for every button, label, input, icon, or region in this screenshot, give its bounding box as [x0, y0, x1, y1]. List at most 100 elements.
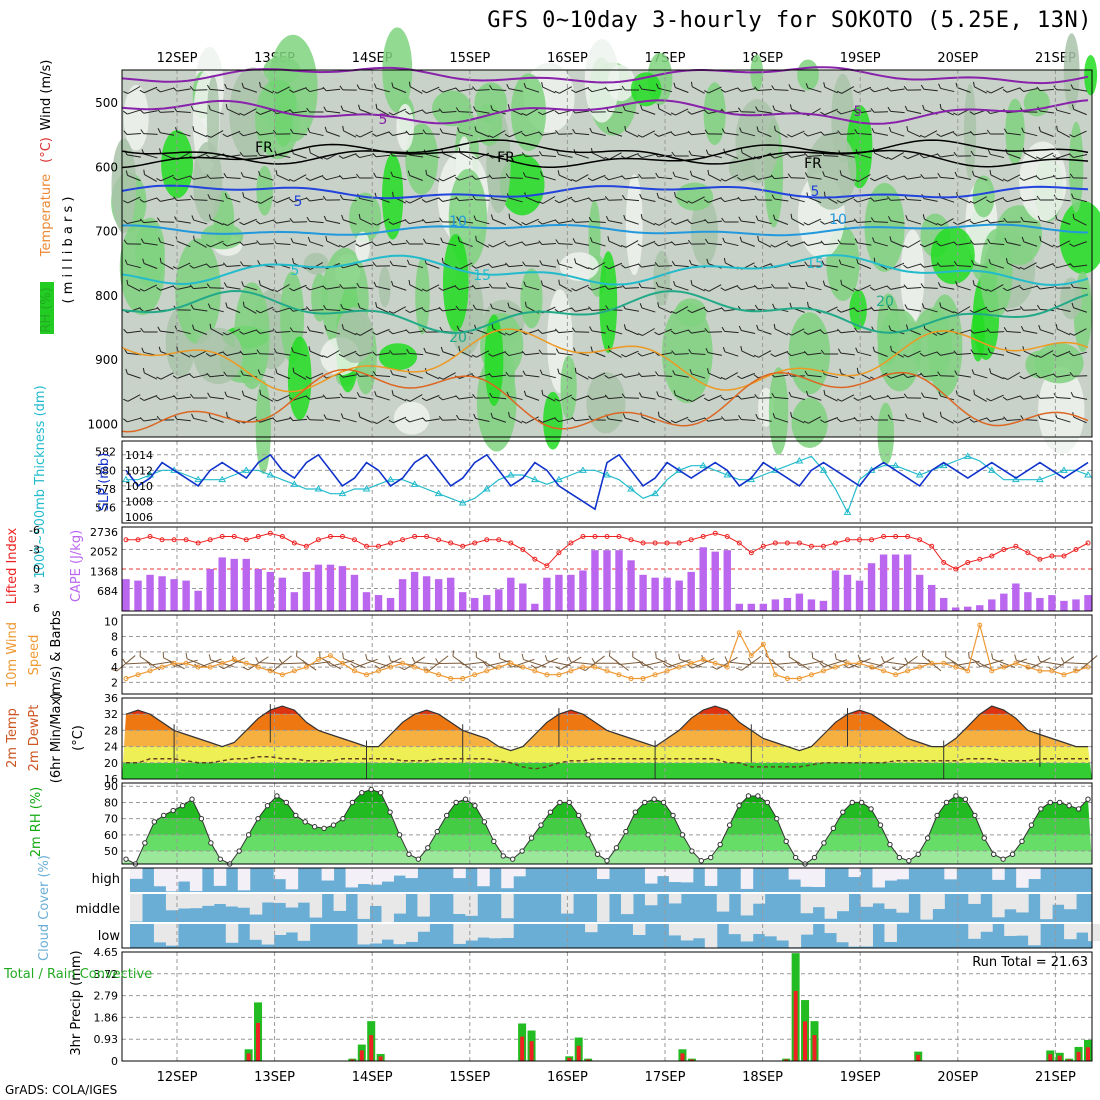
wind-barb-staff [475, 176, 490, 180]
wind-barb [522, 172, 540, 180]
wind-barb-flag [139, 109, 145, 114]
wind-barb [1069, 130, 1087, 138]
contour-label: 5 [294, 194, 303, 210]
wind-barb-staff [209, 177, 225, 179]
contour-line [121, 184, 1089, 200]
wind-barb [738, 216, 756, 224]
wind-barb-flag [903, 175, 908, 180]
wind-barb-flag [753, 374, 759, 379]
wind-barb-staff [193, 350, 207, 358]
wind-barb-staff [625, 240, 639, 248]
wind-barb-staff [193, 308, 208, 312]
wind-barb-flag [772, 105, 776, 111]
wind-barb [771, 85, 789, 91]
wind-barb-staff [210, 264, 224, 268]
wind-barb [374, 391, 390, 401]
wind-barb-staff [592, 174, 606, 182]
cape-bar [891, 554, 900, 611]
wind-barb-flag [439, 128, 443, 134]
wind-barb-flag [289, 307, 294, 312]
wind-barb-flag [756, 324, 759, 330]
wind-speed-marker [231, 656, 237, 662]
lifted-index-marker [580, 534, 586, 539]
wind-barb-staff [1040, 418, 1054, 422]
wind-barb-staff [127, 284, 141, 292]
rh-patch [703, 82, 726, 146]
wind-barb-flag [955, 281, 958, 287]
wind-barb-staff [293, 284, 307, 292]
wind-barb-staff [841, 284, 855, 292]
wind-barb [422, 327, 440, 333]
wind-barb [820, 417, 838, 423]
wind-barb-flag [1039, 235, 1042, 242]
wind-barb [455, 87, 473, 92]
cloud-clear-block [225, 924, 239, 943]
rh-marker [396, 832, 403, 838]
wind-barb-flag [156, 88, 161, 93]
rh-marker [179, 802, 186, 809]
cloud-clear-block [668, 924, 682, 936]
lifted-index-marker [448, 540, 454, 546]
wind-barb [456, 216, 474, 224]
wind-barb-staff [956, 265, 972, 267]
wind-barb [278, 658, 307, 665]
wind-barb-staff [923, 287, 938, 289]
wind-barb-staff [1056, 153, 1071, 159]
wind-barb-flag [438, 287, 444, 291]
wind-barb-flag [388, 240, 394, 246]
wind-barb [604, 394, 623, 400]
wind-speed-marker [772, 672, 778, 678]
wind-barb [305, 262, 323, 270]
wind-barb-flag [123, 91, 129, 94]
wind-barb-flag [206, 174, 211, 179]
wind-barb-staff [641, 109, 656, 115]
wind-barb-flag [1069, 153, 1074, 158]
wind-barb-flag [421, 417, 427, 422]
wind-barb-staff [293, 395, 307, 401]
wind-barb [721, 128, 739, 136]
wind-barb-flag [856, 367, 859, 373]
wind-barb-staff [542, 264, 556, 268]
precip-conv-bar [812, 1035, 817, 1061]
date-label-top: 16SEP [547, 51, 588, 66]
wind-barb-staff [508, 241, 523, 247]
wind-barb-flag [472, 195, 477, 201]
cloud-clear-block [824, 924, 838, 934]
cloud-row-label: high [92, 872, 120, 887]
wind-barb-staff [642, 218, 656, 226]
wind-barb-staff [824, 219, 839, 225]
wind-barb-staff [376, 416, 390, 424]
cloud-clear-block [812, 894, 826, 908]
wind-barb [372, 241, 390, 247]
precip-conv-bar [1048, 1054, 1053, 1061]
wind-barb [157, 128, 175, 136]
wind-barb-flag [953, 132, 958, 137]
wind-barb-flag [605, 215, 609, 221]
thickness-marker [482, 485, 491, 492]
wind-barb-staff [940, 306, 955, 314]
wind-barb-staff [226, 352, 241, 356]
wind-barb-staff [1056, 374, 1071, 378]
wind-barb-flag [555, 239, 560, 244]
thickness-marker [530, 475, 539, 483]
wind-barb [1019, 372, 1038, 380]
wind-barb-flag [1002, 287, 1008, 292]
wind-barb-flag [223, 371, 228, 377]
wind-barb [222, 351, 241, 356]
wind-barb-staff [126, 330, 142, 334]
wind-barb [571, 197, 590, 203]
wind-barb-staff [907, 374, 922, 378]
cloud-clear-block [585, 924, 598, 933]
wind-barb-flag [1036, 195, 1041, 201]
lifted-index-marker [1049, 553, 1055, 559]
wind-speed-marker [508, 660, 514, 666]
wind-barb [421, 86, 440, 94]
wind-barb [622, 413, 639, 423]
wind-speed-marker [748, 653, 754, 659]
lifted-index-marker [364, 543, 369, 549]
wind-barb-staff [940, 352, 955, 356]
wind-barb-staff [923, 198, 938, 202]
wind-speed-marker [712, 660, 718, 666]
cloud-clear-block [788, 868, 802, 880]
wind-barb-staff [591, 132, 606, 136]
